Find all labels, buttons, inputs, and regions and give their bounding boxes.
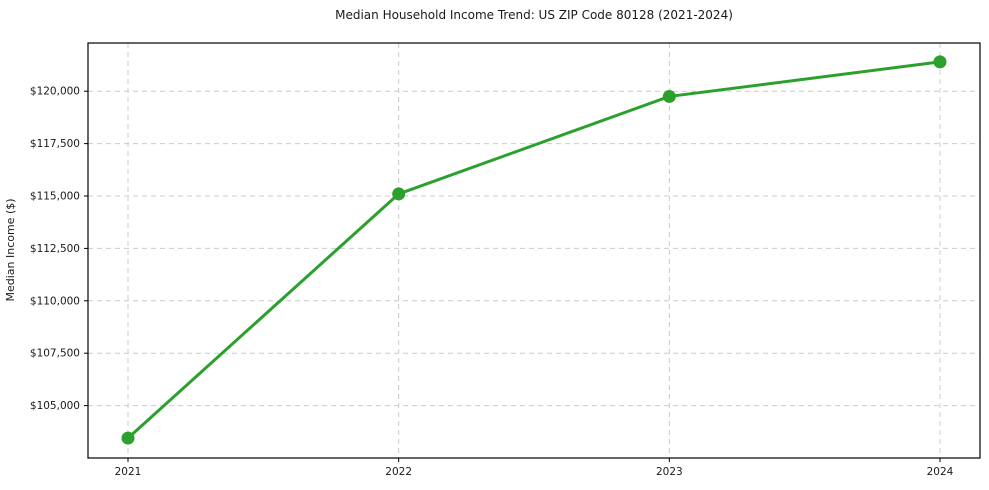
grid-layer [88, 43, 980, 458]
y-tick-label: $117,500 [30, 138, 80, 150]
y-tick-label: $105,000 [30, 400, 80, 412]
trend-line [126, 60, 942, 440]
axes-layer: $105,000 $107,500 $110,000 $112,500 $115,000… [30, 42, 981, 478]
data-point-2024 [933, 55, 947, 69]
x-tick-label: 2023 [656, 466, 683, 478]
x-tick-label: 2021 [115, 466, 142, 478]
y-tick-label: $112,500 [30, 243, 80, 255]
x-tick-label: 2024 [927, 466, 954, 478]
x-tick-label: 2022 [385, 466, 412, 478]
plot-background [88, 43, 980, 458]
data-point-2023 [662, 89, 676, 103]
y-tick-label: $120,000 [30, 86, 80, 98]
y-tick-label: $107,500 [30, 348, 80, 360]
data-point-2021 [121, 431, 135, 445]
y-axis-label: Median Income ($) [4, 198, 17, 301]
data-point-2022 [392, 187, 406, 201]
y-tick-label: $115,000 [30, 191, 80, 203]
y-tick-label: $110,000 [30, 295, 80, 307]
chart-title: Median Household Income Trend: US ZIP Co… [335, 8, 733, 22]
series-layer [121, 55, 947, 445]
plot-border [87, 42, 981, 459]
